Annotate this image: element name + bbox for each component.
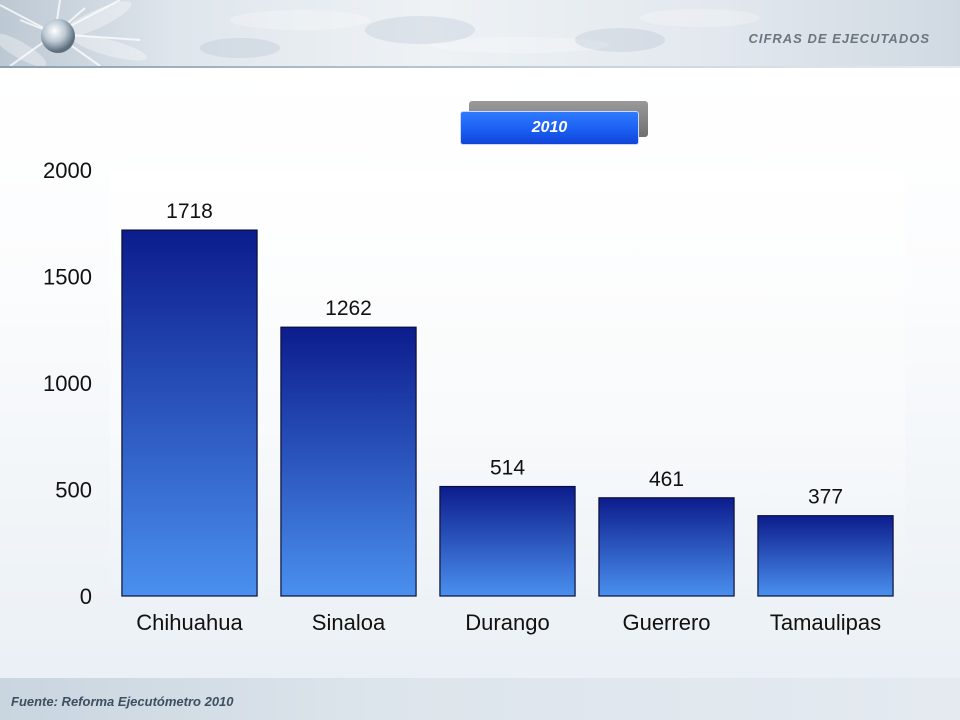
bar-value-label: 514 — [490, 457, 525, 480]
y-tick-label: 0 — [80, 584, 92, 609]
y-tick-label: 2000 — [43, 158, 92, 183]
header-divider — [0, 66, 960, 68]
bar-value-label: 461 — [649, 468, 684, 491]
x-tick-label: Sinaloa — [312, 610, 386, 635]
bar-chart: 0 500 1000 1500 2000 1718 1262 514 461 377 Chihu… — [43, 158, 894, 635]
bar — [439, 485, 576, 597]
page-title: CIFRAS DE EJECUTADOS — [748, 31, 930, 46]
y-tick-label: 1000 — [43, 371, 92, 396]
y-tick-label: 500 — [55, 478, 92, 503]
bar-value-label: 377 — [808, 486, 843, 509]
x-tick-label: Guerrero — [622, 610, 710, 635]
bar — [121, 229, 258, 597]
y-tick-label: 1500 — [43, 265, 92, 290]
x-tick-label: Chihuahua — [136, 610, 243, 635]
bar — [280, 326, 417, 597]
year-badge: 2010 — [460, 111, 639, 145]
bar — [598, 497, 735, 597]
bar-value-label: 1262 — [325, 297, 372, 320]
source-note: Fuente: Reforma Ejecutómetro 2010 — [11, 694, 234, 709]
decorative-flower-graphic — [0, 0, 760, 67]
x-tick-label: Tamaulipas — [770, 610, 881, 635]
x-tick-label: Durango — [465, 610, 549, 635]
bar-value-label: 1718 — [166, 200, 213, 223]
header-banner: CIFRAS DE EJECUTADOS — [0, 0, 960, 68]
bar — [757, 515, 894, 597]
footer-bar — [0, 678, 960, 720]
